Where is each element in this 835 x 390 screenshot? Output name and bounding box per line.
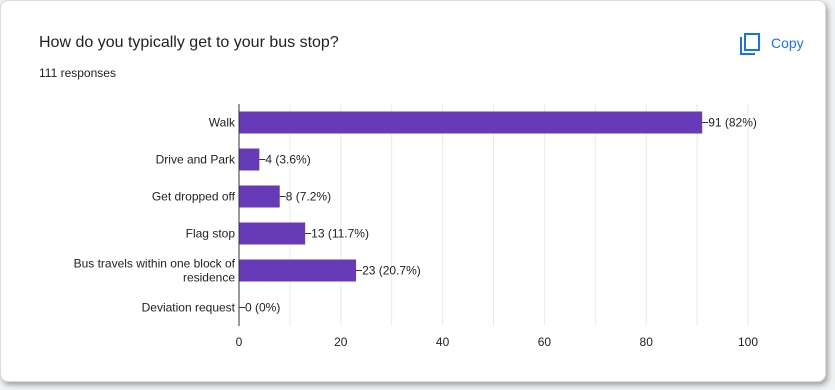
data-label: 23 (20.7%) — [362, 264, 421, 278]
data-label: 91 (82%) — [708, 116, 757, 130]
category-label: Drive and Park — [156, 153, 236, 167]
copy-label: Copy — [771, 35, 804, 51]
bar-chart: 0 20 40 60 80 100 91 (82%) Walk 4 (3.6%) Drive an… — [74, 104, 758, 349]
copy-button[interactable]: Copy — [739, 31, 804, 55]
data-label: 4 (3.6%) — [265, 153, 310, 167]
category-label: Bus travels within one block of — [74, 257, 236, 271]
x-tick-label: 40 — [436, 335, 450, 349]
category-label: Walk — [209, 116, 236, 130]
chart-title: How do you typically get to your bus sto… — [39, 34, 339, 51]
category-label: residence — [183, 271, 235, 285]
response-count: 111 responses — [39, 66, 116, 80]
x-tick-label: 60 — [538, 335, 552, 349]
category-label: Get dropped off — [152, 190, 236, 204]
bar — [239, 222, 306, 245]
bar — [239, 259, 357, 282]
data-label: 0 (0%) — [245, 301, 280, 315]
bar — [239, 111, 703, 134]
category-label: Deviation request — [142, 301, 236, 315]
bar — [239, 148, 260, 171]
category-label: Flag stop — [186, 227, 236, 241]
data-label: 13 (11.7%) — [311, 227, 369, 241]
chart-card: How do you typically get to your bus sto… — [0, 0, 826, 382]
data-label: 8 (7.2%) — [286, 190, 331, 204]
bar — [239, 185, 280, 208]
x-tick-label: 80 — [640, 335, 654, 349]
x-tick-label: 100 — [738, 335, 758, 349]
copy-icon — [740, 33, 760, 55]
x-tick-label: 20 — [334, 335, 348, 349]
x-tick-label: 0 — [236, 335, 243, 349]
